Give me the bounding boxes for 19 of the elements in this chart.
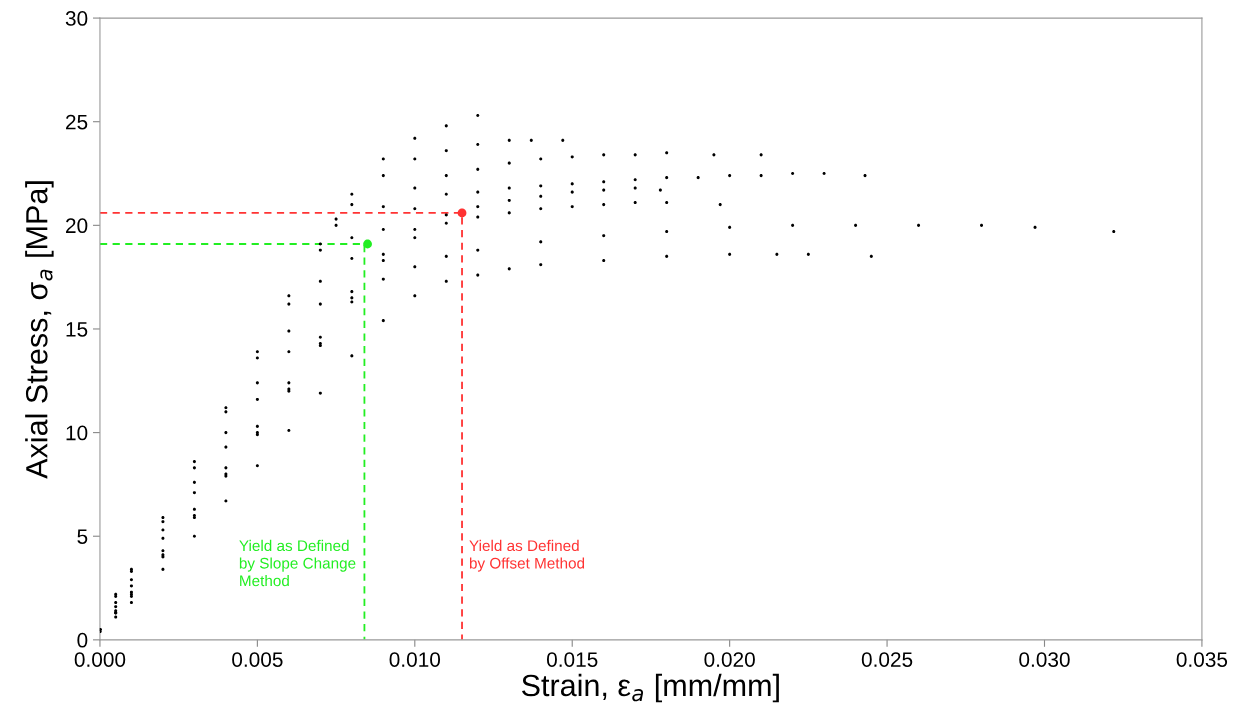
x-tick-label: 0.015 (546, 652, 598, 667)
y-tick-label: 30 (65, 11, 88, 26)
y-tick-label: 20 (66, 218, 88, 234)
x-axis-title: Strain, ε$_{a}$ [mm/mm] (522, 673, 779, 703)
x-tick-label: 0.000 (74, 652, 126, 667)
y-tick-label: 15 (66, 322, 88, 337)
x-tick-label: 0.030 (1019, 652, 1070, 667)
x-tick-label: 0.025 (861, 652, 913, 667)
y-axis-title: Axial Stress, σ$_{a}$ [MPa] (25, 181, 54, 479)
x-tick-label: 0.010 (389, 652, 441, 667)
y-tick-label: 10 (66, 425, 88, 441)
y-tick-label: 5 (77, 529, 88, 544)
x-tick-label: 0.035 (1176, 652, 1228, 667)
y-tick-label: 25 (66, 114, 88, 130)
x-tick-label: 0.020 (704, 652, 755, 667)
x-tick-label: 0.005 (232, 652, 283, 667)
annotation: Yield as Defined by Offset Method (469, 539, 585, 572)
y-tick-label: 0 (77, 632, 88, 648)
annotation: Yield as Defined by Slope Change Method (239, 539, 356, 587)
